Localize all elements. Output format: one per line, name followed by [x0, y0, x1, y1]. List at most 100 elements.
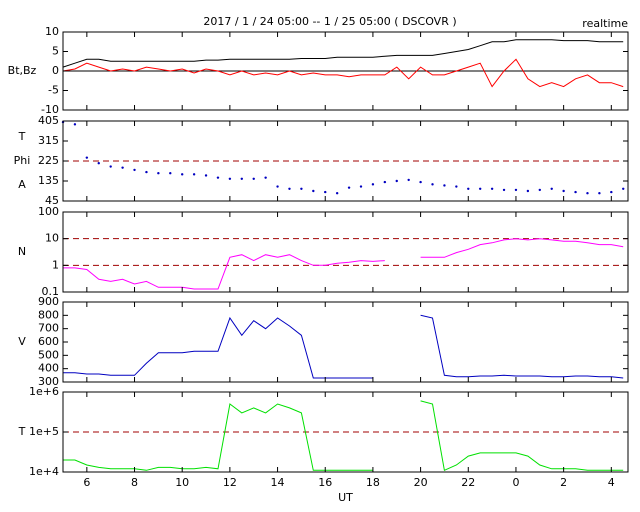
y-tick-label: 10	[45, 232, 59, 245]
data-point	[538, 188, 541, 192]
x-tick-label: 2	[560, 476, 567, 489]
data-point	[300, 187, 303, 190]
data-point	[359, 185, 363, 188]
data-point	[455, 185, 458, 188]
data-point	[240, 177, 243, 180]
data-point	[157, 172, 160, 175]
data-point	[371, 183, 375, 186]
y-tick-label: 400	[38, 362, 59, 375]
x-tick-label: 14	[271, 476, 285, 489]
y-tick-label: 300	[38, 375, 59, 388]
y-axis-label: N	[18, 245, 26, 258]
data-point	[610, 190, 613, 194]
y-tick-label: 405	[38, 114, 59, 127]
data-point	[502, 188, 506, 192]
y-axis-label: Bt,Bz	[8, 64, 37, 77]
y-axis-label: Phi	[14, 154, 31, 167]
y-axis-label: T	[18, 425, 26, 438]
panel-frame	[62, 211, 629, 293]
data-point	[109, 165, 112, 168]
y-tick-label: 5	[52, 45, 59, 58]
data-point	[180, 173, 184, 176]
data-point	[204, 174, 208, 177]
x-tick-label: 10	[175, 476, 189, 489]
data-point	[586, 192, 589, 195]
y-tick-label: 1e+6	[29, 385, 59, 398]
data-point	[288, 187, 291, 190]
y-tick-label: 315	[38, 134, 59, 147]
annotation: realtime	[582, 17, 628, 30]
x-tick-label: 20	[414, 476, 428, 489]
y-axis-label: T	[18, 130, 26, 143]
y-tick-label: -5	[48, 84, 59, 97]
chart-title: 2017 / 1 / 24 05:00 -- 1 / 25 05:00 ( DS…	[203, 15, 456, 28]
data-point	[335, 192, 339, 195]
data-point	[228, 177, 232, 180]
data-point	[73, 123, 77, 126]
data-line	[63, 400, 624, 472]
data-point	[622, 187, 625, 190]
y-tick-label: -10	[41, 103, 59, 116]
data-point	[490, 187, 494, 190]
data-point	[562, 189, 565, 193]
data-point	[97, 162, 100, 165]
data-point	[169, 172, 172, 175]
y-tick-label: 700	[38, 322, 59, 335]
x-tick-label: 12	[223, 476, 237, 489]
data-point	[574, 190, 577, 194]
y-tick-label: 0.1	[42, 285, 60, 298]
x-tick-label: 4	[608, 476, 615, 489]
data-line	[63, 238, 624, 290]
data-point	[347, 186, 351, 189]
data-point	[85, 156, 89, 159]
data-point	[324, 190, 327, 194]
y-tick-label: 1	[52, 258, 59, 271]
x-tick-label: 22	[461, 476, 475, 489]
data-point	[133, 168, 136, 172]
y-tick-label: 45	[45, 194, 59, 207]
y-tick-label: 0	[52, 64, 59, 77]
data-point	[383, 180, 387, 184]
y-tick-label: 100	[38, 205, 59, 218]
y-tick-label: 500	[38, 348, 59, 361]
y-tick-label: 225	[38, 154, 59, 167]
data-point	[419, 180, 422, 184]
y-tick-label: 1e+5	[29, 425, 59, 438]
data-point	[443, 184, 446, 187]
y-axis-label: A	[18, 178, 26, 191]
y-tick-label: 10	[45, 25, 59, 38]
data-line	[63, 314, 624, 379]
x-tick-label: 0	[512, 476, 519, 489]
x-tick-label: 8	[131, 476, 138, 489]
data-point	[312, 189, 315, 193]
x-axis-label: UT	[338, 491, 353, 504]
data-point	[598, 192, 601, 195]
data-line	[62, 58, 624, 88]
y-tick-label: 800	[38, 308, 59, 321]
y-tick-label: 600	[38, 335, 59, 348]
data-point	[276, 185, 279, 188]
data-point	[395, 179, 398, 183]
data-point	[431, 183, 434, 186]
data-point	[514, 188, 518, 192]
x-tick-label: 6	[83, 476, 90, 489]
x-tick-label: 18	[366, 476, 380, 489]
data-line	[62, 39, 624, 68]
data-point	[526, 189, 530, 193]
data-point	[478, 187, 482, 190]
data-point	[550, 187, 553, 190]
y-axis-label: V	[18, 335, 26, 348]
data-point	[252, 177, 255, 180]
data-point	[216, 176, 220, 179]
y-tick-label: 135	[38, 174, 59, 187]
data-point	[407, 178, 410, 182]
data-point	[145, 170, 148, 174]
data-point	[121, 166, 124, 169]
y-tick-label: 1e+4	[29, 465, 59, 478]
x-tick-label: 16	[318, 476, 332, 489]
data-point	[264, 176, 267, 179]
data-point	[467, 187, 470, 190]
data-point	[192, 173, 196, 176]
